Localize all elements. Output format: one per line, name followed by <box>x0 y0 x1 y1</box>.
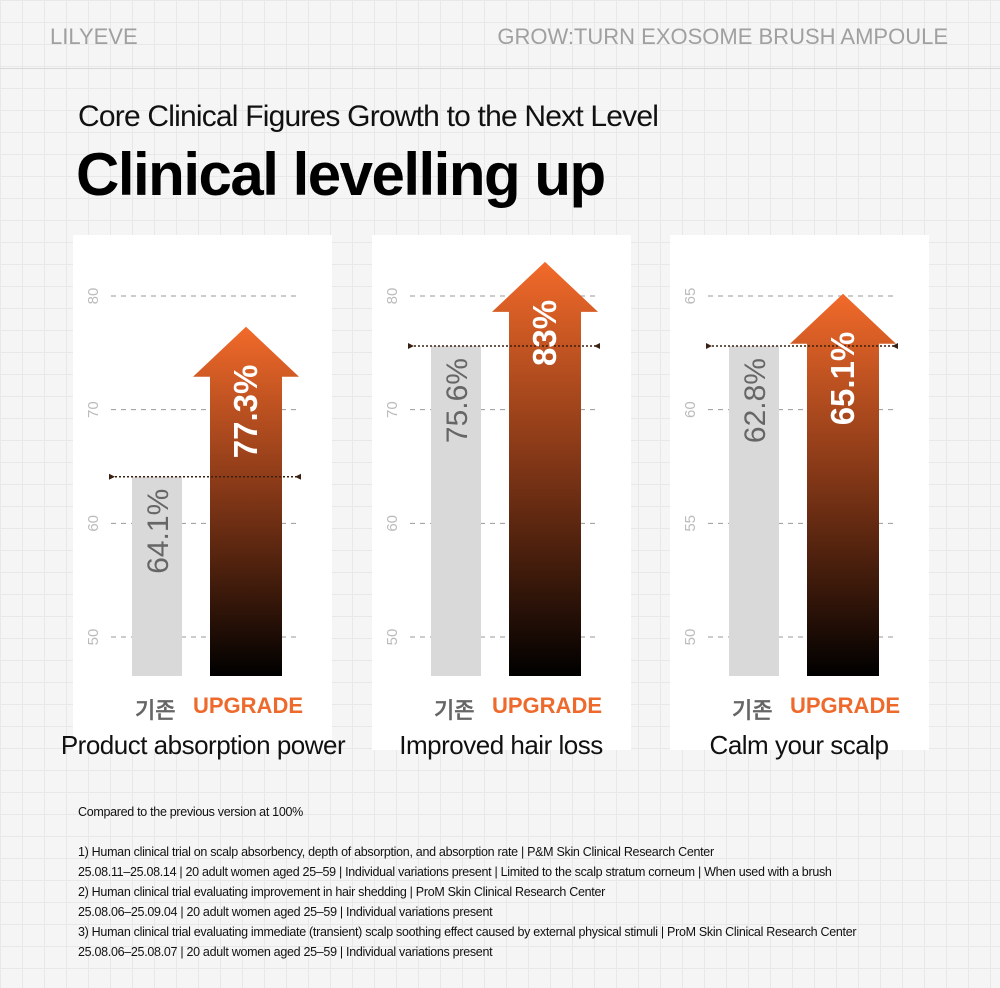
category-label: 기존 <box>434 698 475 723</box>
chart-title: Product absorption power <box>60 730 346 760</box>
product-name: GROW:TURN EXOSOME BRUSH AMPOULE <box>497 24 948 49</box>
reference-marker <box>706 343 712 350</box>
y-tick-label: 70 <box>384 401 401 418</box>
y-tick-label: 50 <box>384 629 401 646</box>
note: 25.08.06–25.08.07 | 20 adult women aged … <box>78 945 493 959</box>
header-divider <box>0 68 1000 69</box>
y-tick-label: 65 <box>682 288 699 305</box>
chart-card: 50 55 60 65 62.8% 65.1% 기존 UPGRADE <box>670 235 929 750</box>
y-tick-label: 60 <box>682 401 699 418</box>
y-tick-label: 80 <box>85 288 102 305</box>
y-tick-label: 60 <box>85 515 102 532</box>
y-tick-label: 50 <box>85 629 102 646</box>
brand-name: LILYEVE <box>50 24 138 49</box>
y-tick-label: 55 <box>682 515 699 532</box>
bar-baseline <box>132 476 182 676</box>
note: 3) Human clinical trial evaluating immed… <box>78 925 857 939</box>
bar-baseline <box>431 346 481 676</box>
category-label: UPGRADE <box>193 693 304 718</box>
reference-marker <box>109 473 115 480</box>
bar-upgrade-arrow <box>492 261 598 676</box>
reference-marker <box>295 473 301 480</box>
category-label: UPGRADE <box>492 693 603 718</box>
data-label-upgrade: 83% <box>526 300 563 366</box>
note: 25.08.11–25.08.14 | 20 adult women aged … <box>78 865 832 879</box>
note: 25.08.06–25.09.04 | 20 adult women aged … <box>78 905 493 919</box>
chart-svg: 50 60 70 80 75.6% 83% <box>384 261 600 676</box>
data-label-baseline: 75.6% <box>441 358 474 443</box>
note: 2) Human clinical trial evaluating impro… <box>78 885 605 899</box>
y-tick-label: 50 <box>682 629 699 646</box>
y-tick-label: 60 <box>384 515 401 532</box>
category-label: UPGRADE <box>790 693 901 718</box>
chart-title: Improved hair loss <box>399 730 603 760</box>
note: Compared to the previous version at 100% <box>78 805 303 819</box>
y-tick-label: 80 <box>384 288 401 305</box>
bar-upgrade-arrow <box>790 293 896 676</box>
page-subtitle: Core Clinical Figures Growth to the Next… <box>78 100 659 133</box>
chart-svg: 50 55 60 65 62.8% 65.1% <box>682 288 898 676</box>
chart-card: 50 60 70 80 64.1% 77.3% 기존 UPGRADE <box>73 235 332 750</box>
data-label-upgrade: 77.3% <box>227 365 264 459</box>
bar-upgrade-arrow <box>193 326 299 676</box>
chart-svg: 50 60 70 80 64.1% 77.3% <box>85 288 301 676</box>
data-label-upgrade: 65.1% <box>824 332 861 426</box>
category-label: 기존 <box>732 698 773 723</box>
reference-marker <box>408 343 414 350</box>
footnotes: Compared to the previous version at 100%… <box>78 802 857 962</box>
data-label-baseline: 64.1% <box>142 489 175 574</box>
note: 1) Human clinical trial on scalp absorbe… <box>78 845 714 859</box>
bar-baseline <box>729 346 779 676</box>
reference-marker <box>892 343 898 350</box>
chart-card: 50 60 70 80 75.6% 83% 기존 UPGRADE <box>372 235 631 750</box>
chart-title: Calm your scalp <box>709 730 889 760</box>
category-label: 기존 <box>135 698 176 723</box>
data-label-baseline: 62.8% <box>739 358 772 443</box>
page-title: Clinical levelling up <box>76 141 606 208</box>
reference-marker <box>594 343 600 350</box>
y-tick-label: 70 <box>85 401 102 418</box>
